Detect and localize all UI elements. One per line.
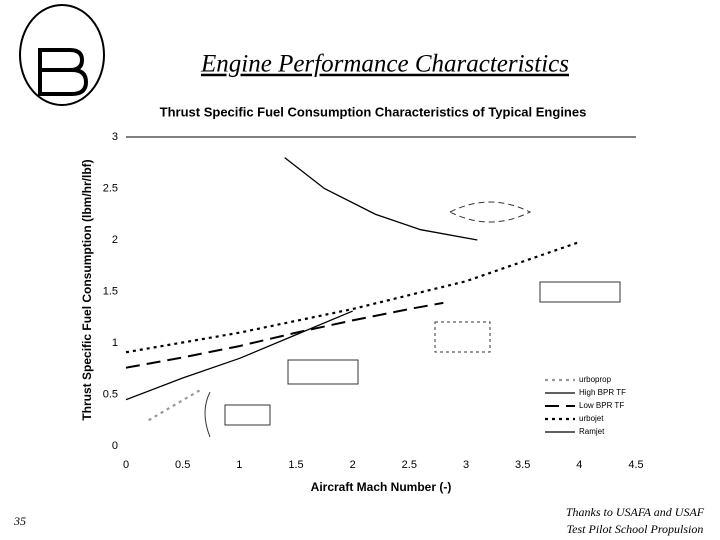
legend-label: urbojet xyxy=(579,414,604,423)
x-tick-label: 1 xyxy=(236,459,242,471)
x-tick-label: 2 xyxy=(350,459,356,471)
chart-title: Thrust Specific Fuel Consumption Charact… xyxy=(160,104,587,119)
y-tick-label: 2 xyxy=(112,234,118,246)
x-tick-label: 2.5 xyxy=(402,459,417,471)
y-tick-label: 1 xyxy=(112,337,118,349)
series-line xyxy=(148,389,201,422)
legend-label: Low BPR TF xyxy=(579,401,624,410)
x-tick-label: 0.5 xyxy=(175,459,190,471)
x-tick-label: 3.5 xyxy=(515,459,530,471)
engine-sketches xyxy=(204,201,621,438)
credit: Test Pilot School Propulsion xyxy=(567,522,704,536)
x-tick-label: 4.5 xyxy=(628,459,643,471)
x-axis-label: Aircraft Mach Number (-) xyxy=(311,480,452,494)
x-tick-label: 3 xyxy=(463,459,469,471)
y-tick-label: 1.5 xyxy=(103,285,118,297)
series-line xyxy=(125,241,580,354)
x-tick-label: 1.5 xyxy=(288,459,303,471)
slide-title: Engine Performance Characteristics xyxy=(200,51,569,78)
series-line xyxy=(125,310,353,401)
x-tick-label: 4 xyxy=(576,459,582,471)
y-tick-label: 3 xyxy=(112,131,118,143)
legend-label: Ramjet xyxy=(579,427,605,436)
logo xyxy=(19,4,105,106)
legend-label: urboprop xyxy=(579,375,612,384)
x-tick-label: 0 xyxy=(123,459,129,471)
y-tick-label: 0.5 xyxy=(103,388,118,400)
y-tick-label: 2.5 xyxy=(103,182,118,194)
series-line xyxy=(284,157,478,241)
page-number: 35 xyxy=(13,514,26,528)
legend-label: High BPR TF xyxy=(579,388,626,397)
series-line xyxy=(125,301,444,369)
y-axis-label: Thrust Specific Fuel Consumption (lbm/hr… xyxy=(80,159,94,420)
y-tick-label: 0 xyxy=(112,440,118,452)
credit: Thanks to USAFA and USAF xyxy=(566,505,705,519)
